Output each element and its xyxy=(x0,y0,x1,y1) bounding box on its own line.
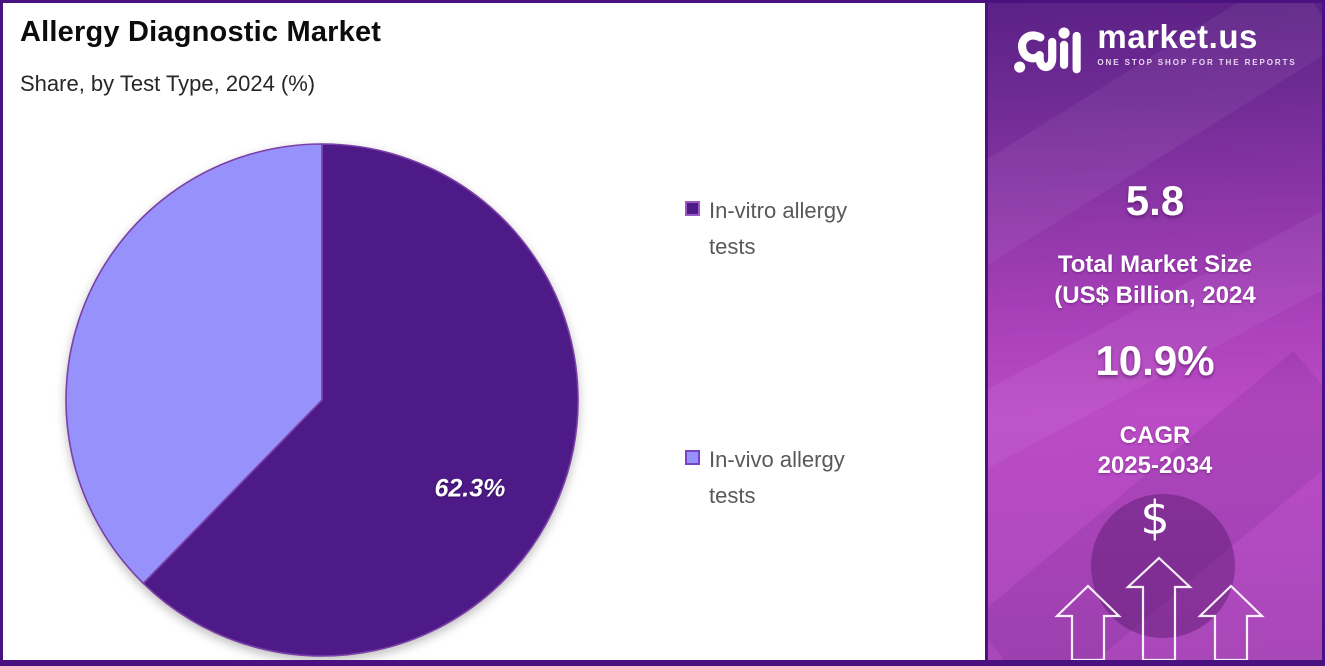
cagr-value: 10.9% xyxy=(1095,337,1215,384)
market-us-logo: market.us ONE STOP SHOP FOR THE REPORTS xyxy=(988,18,1322,81)
brand-name: market.us xyxy=(1097,18,1258,55)
chart-panel: Allergy Diagnostic Market Share, by Test… xyxy=(3,3,985,660)
market-size-label-line1: Total Market Size xyxy=(1057,251,1253,278)
market-us-logo-icon xyxy=(1014,27,1082,74)
growth-arrows-icon xyxy=(1054,556,1265,660)
legend-label: In-vivo allergy tests xyxy=(709,447,845,508)
legend-item-1: In-vivo allergy tests xyxy=(685,442,900,514)
legend-swatch-icon xyxy=(685,450,700,465)
page-title: Allergy Diagnostic Market xyxy=(20,16,382,48)
pie-slice-0 xyxy=(142,143,579,657)
dollar-icon: $ xyxy=(1140,491,1170,545)
cagr-label-line2: 2025-2034 xyxy=(1097,452,1213,479)
pie-data-label: 62.3% xyxy=(434,474,506,503)
brand-tagline: ONE STOP SHOP FOR THE REPORTS xyxy=(1097,58,1297,68)
pie-slice-1 xyxy=(65,143,323,585)
market-size-label-line2: (US$ Billion, 2024 xyxy=(1054,282,1256,309)
market-size-value: 5.8 xyxy=(1125,177,1185,224)
legend-swatch-icon xyxy=(685,201,700,216)
legend: In-vitro allergy tests In-vivo allergy te… xyxy=(685,193,900,514)
legend-label: In-vitro allergy tests xyxy=(709,198,848,259)
page-subtitle: Share, by Test Type, 2024 (%) xyxy=(20,71,316,96)
logo-text: market.us ONE STOP SHOP FOR THE REPORTS xyxy=(1097,18,1297,68)
sidebar: market.us ONE STOP SHOP FOR THE REPORTS … xyxy=(985,3,1322,660)
cagr-label-line1: CAGR xyxy=(1119,422,1191,449)
pie-chart xyxy=(65,143,579,657)
legend-item-0: In-vitro allergy tests xyxy=(685,193,900,265)
market-size-label: Total Market Size (US$ Billion, 2024 xyxy=(988,249,1322,311)
background-circle xyxy=(1091,494,1235,638)
chart-area: 62.3% xyxy=(3,3,985,660)
cagr-label: CAGR 2025-2034 xyxy=(988,421,1322,481)
